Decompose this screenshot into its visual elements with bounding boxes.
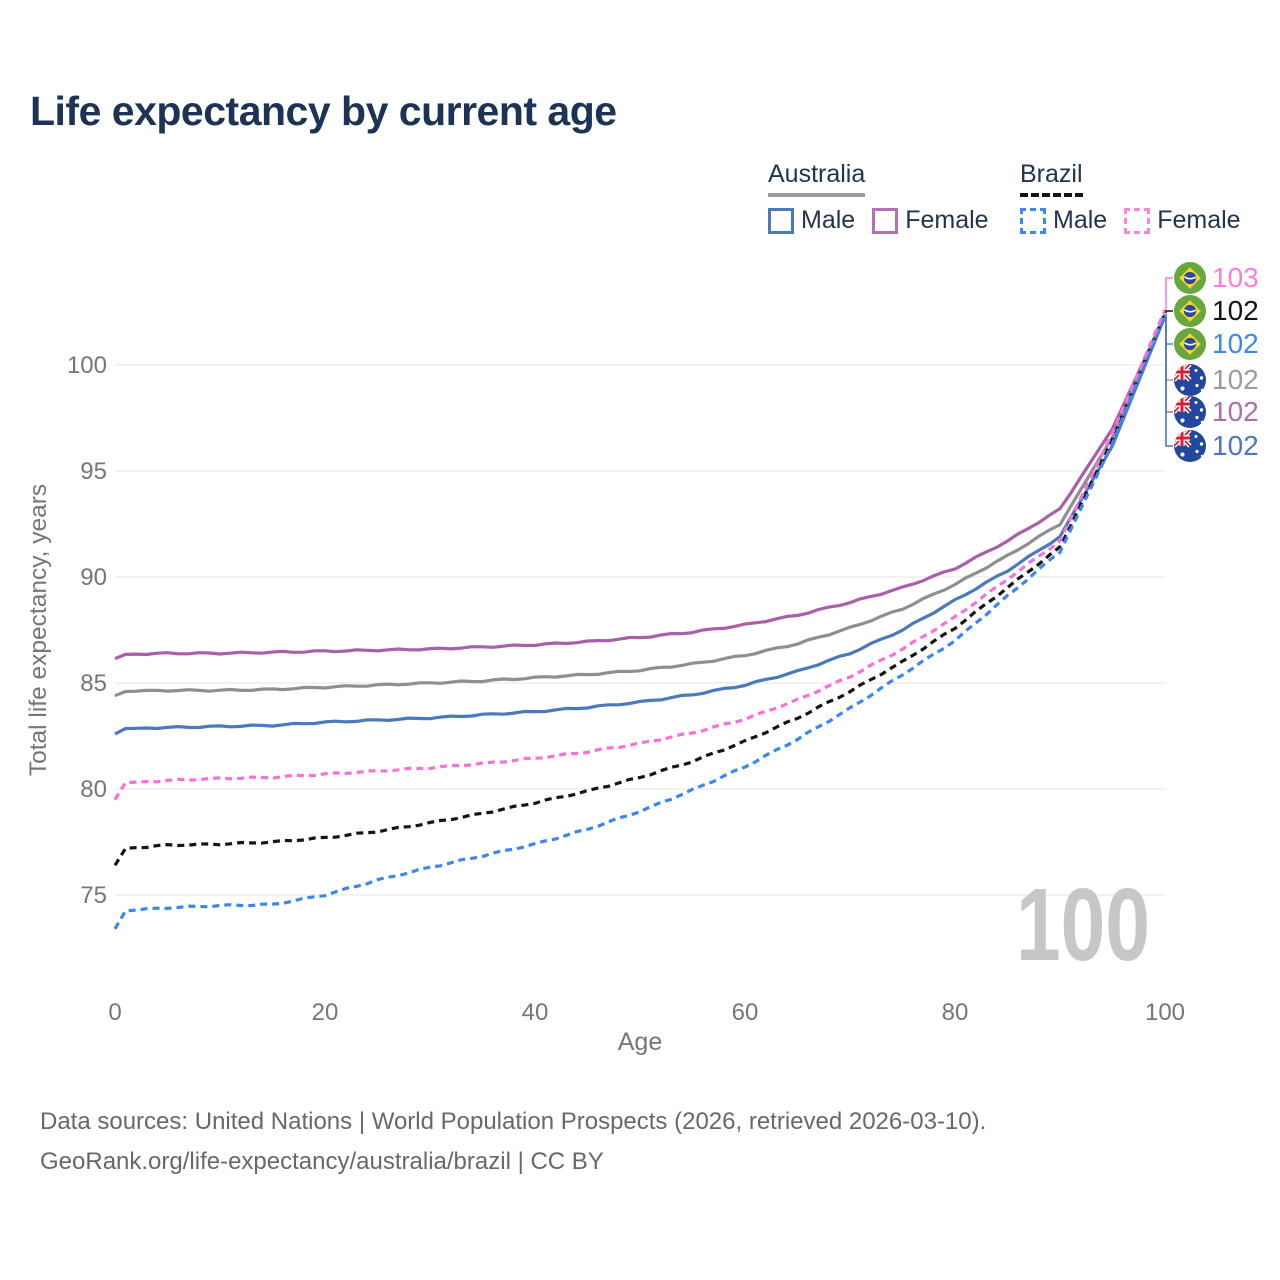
- australia-flag-icon: [1174, 396, 1206, 428]
- x-tick-100: 100: [1145, 999, 1185, 1026]
- y-tick-90: 90: [80, 564, 107, 591]
- end-label-value-aus-male: 102: [1212, 430, 1259, 461]
- legend-label-australia-female: Female: [905, 206, 989, 234]
- y-tick-85: 85: [80, 670, 107, 697]
- brazil-flag-icon: [1174, 295, 1206, 327]
- legend-item-brazil-male[interactable]: Male: [1020, 206, 1107, 235]
- australia-flag-icon: [1174, 430, 1206, 462]
- brazil-flag-icon: [1174, 328, 1206, 360]
- series-line-bra-male: [113, 313, 1167, 930]
- legend-label-brazil-female: Female: [1157, 206, 1241, 234]
- x-tick-20: 20: [312, 999, 339, 1026]
- legend-swatch-australia-female: [872, 207, 899, 234]
- end-label-value-aus-both: 102: [1212, 364, 1259, 395]
- australia-flag-icon: [1174, 364, 1206, 396]
- legend-label-brazil-male: Male: [1053, 206, 1108, 234]
- end-label-connector-aus-female: [1165, 315, 1173, 413]
- series-line-bra-female: [113, 309, 1167, 801]
- end-label-value-bra-male: 102: [1212, 328, 1259, 359]
- series-line-bra-both: [113, 312, 1167, 867]
- y-axis-label: Total life expectancy, years: [25, 484, 52, 776]
- end-label-connector-aus-male: [1165, 316, 1173, 447]
- end-label-value-bra-both: 102: [1212, 295, 1259, 326]
- series-line-aus-male: [114, 315, 1167, 736]
- legend-group-australia: Australia Male Female: [768, 160, 989, 235]
- legend-swatch-australia-male: [768, 207, 794, 234]
- footer-link: GeoRank.org/life-expectancy/australia/br…: [40, 1148, 604, 1175]
- legend-swatch-brazil-male: [1020, 207, 1046, 234]
- end-label-connector-bra-both: [1165, 310, 1173, 314]
- x-tick-40: 40: [522, 999, 549, 1026]
- y-tick-95: 95: [80, 458, 107, 485]
- legend-label-australia-male: Male: [801, 206, 856, 234]
- end-label-connector-bra-male: [1165, 314, 1173, 345]
- end-label-connector-bra-female: [1165, 277, 1173, 310]
- y-tick-80: 80: [80, 776, 107, 803]
- legend-item-australia-female[interactable]: Female: [872, 206, 989, 235]
- footer-data-sources: Data sources: United Nations | World Pop…: [40, 1108, 987, 1135]
- x-tick-60: 60: [732, 999, 759, 1026]
- chart-title: Life expectancy by current age: [30, 88, 617, 134]
- end-label-value-bra-female: 103: [1212, 262, 1259, 293]
- series-line-aus-female: [114, 314, 1167, 661]
- current-age-watermark: 100: [1016, 867, 1150, 982]
- legend-country-australia: Australia: [768, 160, 866, 197]
- legend-swatch-brazil-female: [1124, 207, 1151, 234]
- legend-item-brazil-female[interactable]: Female: [1124, 206, 1241, 235]
- end-label-value-aus-female: 102: [1212, 396, 1259, 427]
- x-axis-label: Age: [618, 1028, 662, 1056]
- x-tick-0: 0: [108, 999, 121, 1026]
- series-line-aus-both: [114, 313, 1167, 698]
- end-label-connector-aus-both: [1165, 314, 1173, 381]
- y-tick-75: 75: [80, 882, 107, 909]
- legend-group-brazil: Brazil Male Female: [1020, 160, 1241, 235]
- legend-country-brazil: Brazil: [1020, 160, 1083, 197]
- x-tick-80: 80: [942, 999, 969, 1026]
- legend-item-australia-male[interactable]: Male: [768, 206, 855, 235]
- y-tick-100: 100: [67, 352, 107, 379]
- brazil-flag-icon: [1174, 262, 1206, 294]
- footer: Data sources: United Nations | World Pop…: [40, 1102, 986, 1182]
